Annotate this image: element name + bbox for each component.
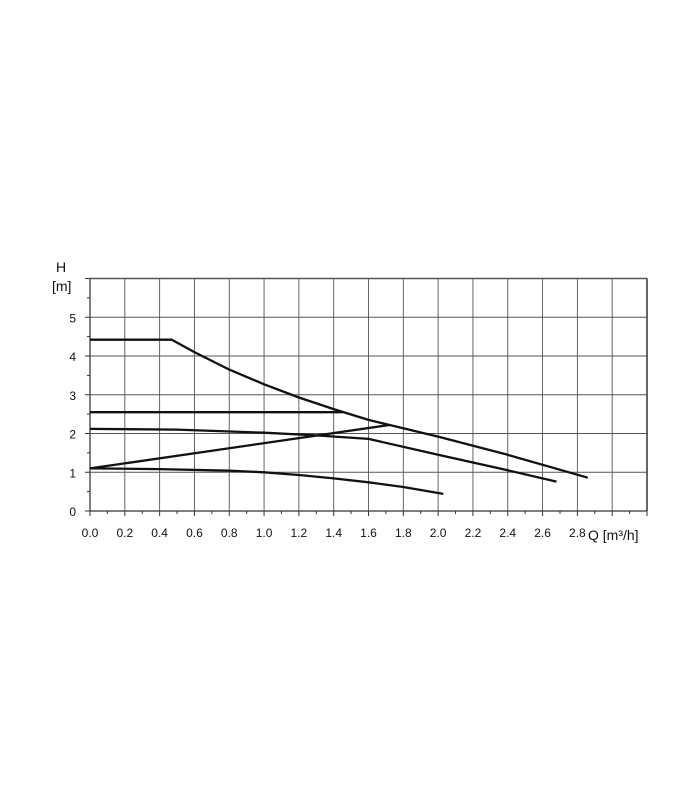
x-tick-label: 2.8 bbox=[569, 526, 586, 540]
ticks: 0.0 0.2 0.4 0.6 0.8 1.0 1.2 1.4 1.6 1.8 2.0 2.2 2.4 2… bbox=[69, 278, 648, 540]
x-tick-label: 1.8 bbox=[395, 526, 412, 540]
x-tick-label: 2.4 bbox=[499, 526, 516, 540]
y-tick-label: 1 bbox=[69, 466, 76, 480]
y-tick-label: 3 bbox=[69, 389, 76, 403]
y-tick-label: 4 bbox=[69, 350, 76, 364]
x-tick-label: 1.4 bbox=[325, 526, 342, 540]
x-tick-label: 0.4 bbox=[151, 526, 168, 540]
x-tick-label: 1.0 bbox=[256, 526, 273, 540]
x-tick-label: 0.6 bbox=[186, 526, 203, 540]
grid bbox=[89, 277, 648, 512]
x-tick-label: 0.8 bbox=[221, 526, 238, 540]
pump-curve-5 bbox=[89, 467, 444, 496]
pump-curve-1 bbox=[90, 338, 589, 479]
x-tick-label: 2.6 bbox=[534, 526, 551, 540]
y-tick-label: 0 bbox=[69, 505, 76, 519]
y-axis-unit: [m] bbox=[52, 278, 71, 294]
pump-curve-3 bbox=[89, 423, 390, 470]
x-tick-label: 2.2 bbox=[465, 526, 482, 540]
x-tick-label: 0.0 bbox=[82, 526, 99, 540]
curves bbox=[89, 338, 589, 496]
x-tick-label: 0.2 bbox=[116, 526, 133, 540]
y-axis-symbol: H bbox=[56, 259, 66, 275]
x-tick-label: 1.2 bbox=[291, 526, 308, 540]
y-tick-label: 2 bbox=[69, 428, 76, 442]
y-tick-label: 5 bbox=[69, 311, 76, 325]
x-tick-label: 2.0 bbox=[430, 526, 447, 540]
x-axis-label: Q [m³/h] bbox=[588, 527, 639, 543]
x-tick-label: 1.6 bbox=[360, 526, 377, 540]
pump-curve-4 bbox=[89, 427, 557, 483]
